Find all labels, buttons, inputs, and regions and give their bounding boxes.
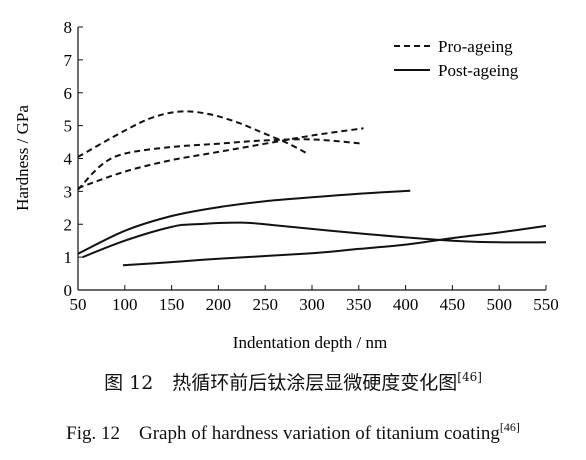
- legend-label-post-ageing: Post-ageing: [438, 61, 519, 80]
- legend-label-pro-ageing: Pro-ageing: [438, 37, 513, 56]
- chart-legend: Pro-ageing Post-ageing: [394, 37, 519, 80]
- x-tick-label: 100: [112, 295, 138, 314]
- caption-chinese-ref: [46]: [457, 370, 482, 384]
- y-tick-label: 2: [64, 215, 73, 234]
- x-tick-label: 50: [70, 295, 87, 314]
- y-tick-label: 8: [64, 18, 73, 37]
- chart-ticks: 50 100 150 200 250 300 350 400 450 500 550 0 1 2 3 4 5 6 7…: [64, 18, 559, 314]
- x-tick-label: 450: [440, 295, 466, 314]
- x-tick-label: 400: [393, 295, 419, 314]
- x-tick-label: 200: [206, 295, 232, 314]
- x-tick-label: 150: [159, 295, 185, 314]
- y-tick-label: 0: [64, 281, 73, 300]
- x-tick-label: 300: [299, 295, 325, 314]
- post-ageing-curve-6: [122, 224, 547, 267]
- caption-english: Fig. 12 Graph of hardness variation of t…: [0, 418, 586, 445]
- post-ageing-curve-4: [77, 189, 411, 255]
- caption-english-text: Fig. 12 Graph of hardness variation of t…: [66, 423, 500, 444]
- x-axis-label: Indentation depth / nm: [233, 333, 387, 352]
- pro-ageing-curve-1: [77, 110, 308, 158]
- pro-ageing-curve-3: [77, 127, 364, 190]
- post-ageing-curve-5: [82, 221, 547, 259]
- x-tick-label: 550: [533, 295, 559, 314]
- chart-series: [77, 110, 547, 267]
- y-tick-label: 5: [64, 117, 73, 136]
- y-tick-label: 1: [64, 248, 73, 267]
- x-tick-label: 500: [486, 295, 512, 314]
- y-tick-label: 6: [64, 84, 73, 103]
- x-tick-label: 350: [346, 295, 372, 314]
- y-tick-label: 4: [64, 150, 73, 169]
- hardness-chart: 50 100 150 200 250 300 350 400 450 500 550 0 1 2 3 4 5 6 7…: [13, 18, 559, 352]
- y-tick-label: 3: [64, 182, 73, 201]
- caption-chinese-text: 图 12 热循环前后钛涂层显微硬度变化图: [104, 372, 458, 394]
- caption-english-ref: [46]: [499, 420, 520, 434]
- y-tick-label: 7: [64, 51, 73, 70]
- y-axis-label: Hardness / GPa: [13, 105, 32, 211]
- pro-ageing-curve-2: [77, 138, 364, 191]
- x-tick-label: 250: [252, 295, 278, 314]
- caption-chinese: 图 12 热循环前后钛涂层显微硬度变化图[46]: [0, 368, 586, 395]
